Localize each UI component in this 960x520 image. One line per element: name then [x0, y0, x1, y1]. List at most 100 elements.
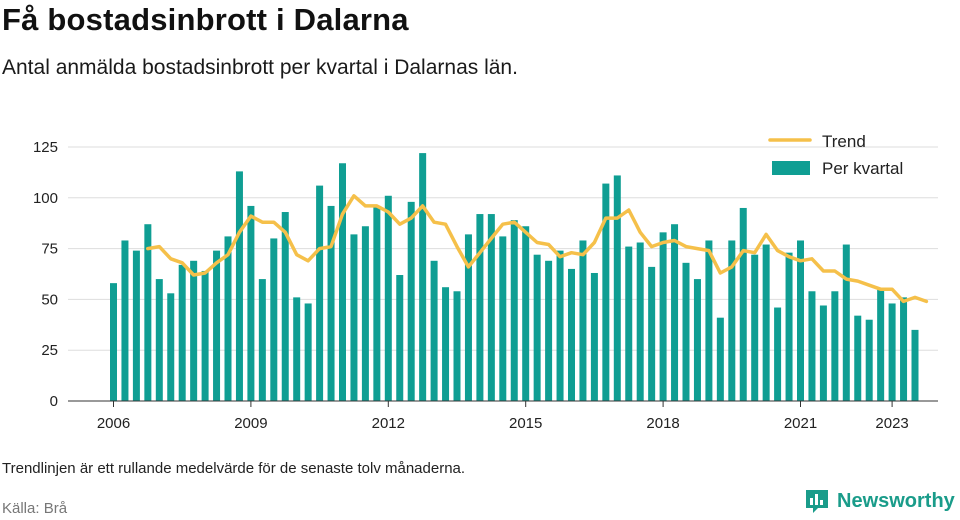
bar — [625, 246, 633, 401]
bar — [808, 291, 816, 401]
bar — [453, 291, 461, 401]
legend-bar-label: Per kvartal — [822, 159, 903, 178]
brand-logo[interactable]: Newsworthy — [804, 488, 955, 514]
x-tick-label: 2006 — [97, 415, 130, 432]
bar — [144, 224, 152, 401]
bar — [281, 212, 289, 401]
bar — [877, 289, 885, 401]
bar — [155, 279, 163, 401]
bar — [888, 303, 896, 401]
bar — [762, 244, 770, 401]
bar — [636, 242, 644, 401]
bar — [671, 224, 679, 401]
chart-title: Få bostadsinbrott i Dalarna — [2, 2, 409, 37]
bar — [774, 307, 782, 401]
bar — [247, 205, 255, 401]
bar — [728, 240, 736, 401]
bar — [396, 275, 404, 401]
bar-series — [110, 153, 919, 401]
y-tick-label: 125 — [33, 139, 58, 156]
bar — [373, 205, 381, 401]
bar — [316, 185, 324, 401]
bar — [602, 183, 610, 401]
bar — [350, 234, 358, 401]
bar — [510, 220, 518, 401]
bar — [693, 279, 701, 401]
bar — [430, 260, 438, 401]
bar — [900, 297, 908, 401]
bar — [132, 250, 140, 401]
x-tick-label: 2018 — [646, 415, 679, 432]
bar — [659, 232, 667, 401]
bar — [190, 260, 198, 401]
bar — [842, 244, 850, 401]
bar — [568, 268, 575, 401]
y-tick-label: 50 — [41, 291, 58, 308]
x-tick-label: 2015 — [509, 415, 542, 432]
bar — [682, 262, 690, 401]
bar — [270, 238, 278, 401]
trend-line — [146, 194, 929, 304]
legend-trend-label: Trend — [822, 132, 866, 151]
bar — [361, 226, 369, 401]
bar — [419, 153, 427, 401]
bar — [785, 252, 793, 401]
trend-series — [146, 194, 929, 304]
x-tick-label: 2012 — [372, 415, 405, 432]
bar — [739, 207, 747, 401]
source-credit: Källa: Brå — [2, 500, 68, 517]
bar — [258, 279, 266, 401]
bar — [865, 319, 873, 401]
bar — [476, 214, 484, 401]
chart-area: 0 25 50 75 100 125 2006 2009 2012 2015 2018 2021 202… — [33, 132, 938, 432]
bar — [648, 266, 656, 401]
y-tick-label: 0 — [50, 393, 58, 410]
footnote: Trendlinjen är ett rullande medelvärde f… — [2, 460, 466, 477]
bar — [579, 240, 587, 401]
bar — [235, 171, 243, 401]
bar — [716, 317, 724, 401]
bar — [831, 291, 839, 401]
chart-subtitle: Antal anmälda bostadsinbrott per kvartal… — [2, 56, 518, 79]
bar — [556, 250, 564, 401]
bar — [819, 305, 827, 401]
x-tick-label: 2023 — [875, 415, 908, 432]
bar — [213, 250, 221, 401]
bar — [121, 240, 129, 401]
brand-name: Newsworthy — [837, 489, 955, 512]
bar — [854, 315, 862, 401]
legend-bar-swatch — [772, 161, 810, 175]
bar — [522, 226, 530, 401]
bar — [613, 175, 621, 401]
bar — [797, 240, 804, 401]
x-tick-label: 2021 — [784, 415, 817, 432]
bar — [304, 303, 312, 401]
bar — [293, 297, 301, 401]
bar — [178, 264, 186, 401]
bar — [533, 254, 541, 401]
bar — [442, 287, 450, 401]
newsworthy-logo-icon — [806, 490, 828, 513]
bar — [705, 240, 713, 401]
bar — [487, 214, 495, 401]
axes: 0 25 50 75 100 125 2006 2009 2012 2015 2018 2021 202… — [33, 139, 938, 432]
bar — [167, 293, 175, 401]
bar — [590, 272, 598, 401]
bar — [407, 201, 415, 401]
bar — [224, 236, 232, 401]
y-tick-label: 75 — [41, 241, 58, 258]
bar — [464, 234, 472, 401]
bar — [751, 254, 759, 401]
bar — [384, 195, 392, 401]
bar — [201, 270, 209, 401]
bar — [339, 163, 346, 401]
bar — [911, 329, 919, 401]
x-tick-label: 2009 — [234, 415, 267, 432]
bar — [110, 283, 117, 401]
bar — [545, 260, 553, 401]
bar — [499, 236, 507, 401]
y-tick-label: 100 — [33, 190, 58, 207]
legend: Trend Per kvartal — [768, 132, 903, 178]
bar — [327, 205, 335, 401]
y-tick-label: 25 — [41, 342, 58, 359]
